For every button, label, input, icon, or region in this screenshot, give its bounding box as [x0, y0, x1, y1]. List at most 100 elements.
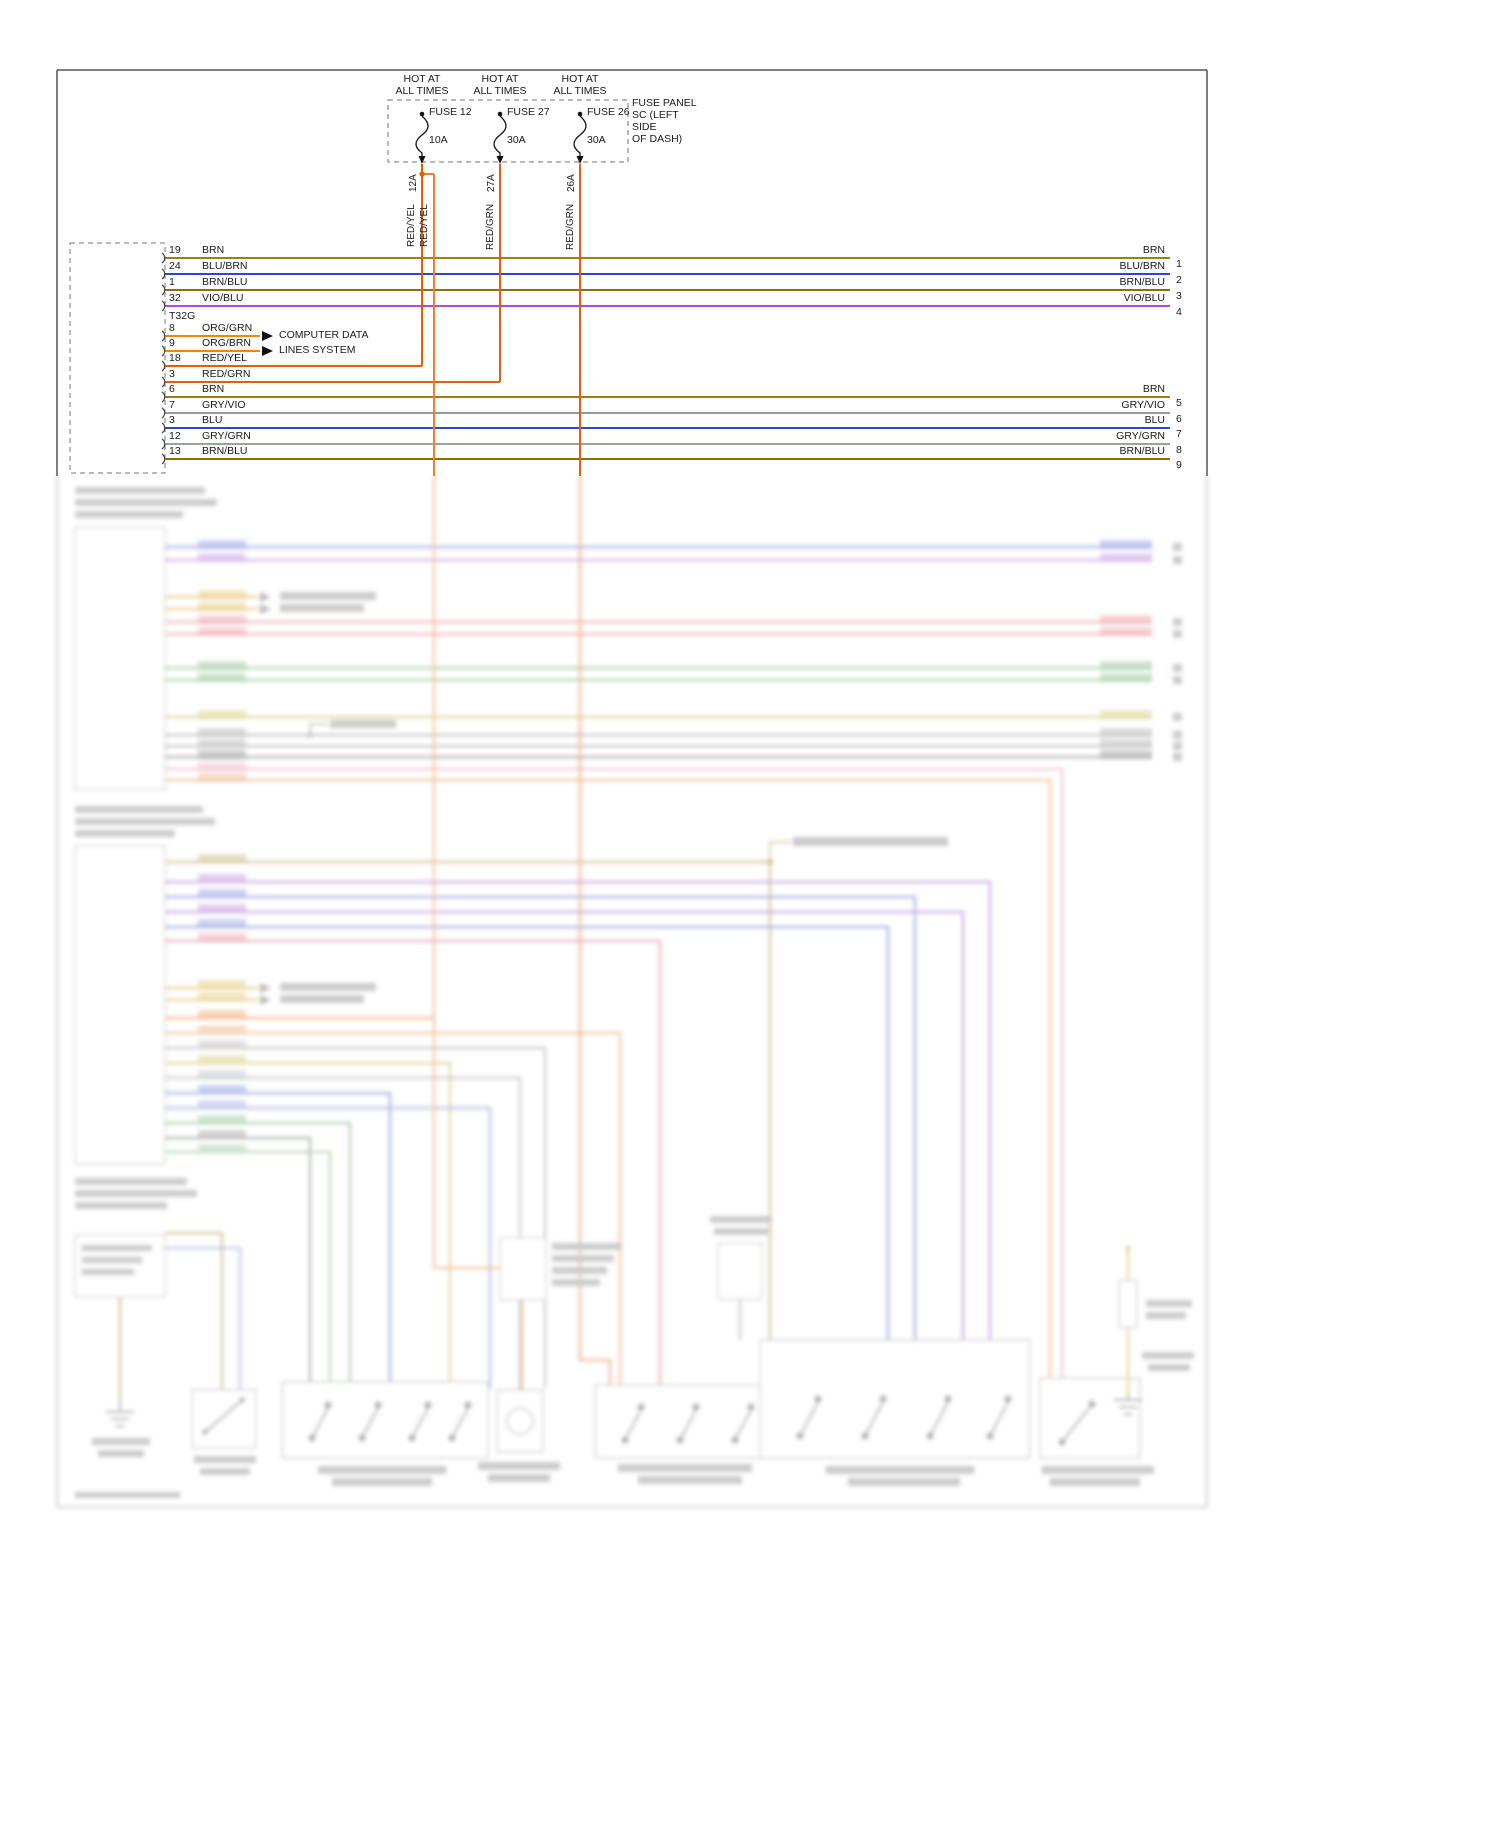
- blurred-ground-symbol: [1114, 1395, 1142, 1415]
- blurred-lower-section: [0, 475, 1500, 1520]
- fuse-rating: 30A: [587, 134, 606, 146]
- blurred-component-box: [594, 1384, 791, 1459]
- wire-color-label-right: BRN: [1142, 244, 1165, 256]
- circuit-number: 4: [1176, 306, 1182, 318]
- wire-color-label-right: GRY/VIO: [1121, 399, 1165, 411]
- fuse-panel-box: [387, 99, 629, 163]
- wire-color-label: RED/GRN: [565, 203, 576, 250]
- circuit-number: 7: [1176, 428, 1182, 440]
- circuit-number: 3: [1176, 290, 1182, 302]
- blurred-component-box: [496, 1389, 544, 1453]
- pin-number: 9: [169, 337, 175, 349]
- hot-at-label: HOT AT: [481, 73, 519, 85]
- wire-junction-dot: [419, 171, 425, 177]
- blurred-inline-component: [717, 1242, 763, 1300]
- data-bus-note: LINES SYSTEM: [279, 344, 356, 356]
- wire-color-label-right: BLU/BRN: [1119, 260, 1165, 272]
- wire-color-label: BRN: [202, 383, 225, 395]
- wire-color-label: VIO/BLU: [202, 292, 244, 304]
- blurred-caption: [75, 806, 215, 837]
- wire-color-label-right: BRN/BLU: [1119, 276, 1165, 288]
- pin-number: 3: [169, 368, 175, 380]
- fuse-panel-caption: OF DASH): [632, 133, 683, 145]
- fuse-panel-caption: FUSE PANEL: [632, 97, 697, 109]
- wire-color-label: ORG/BRN: [202, 337, 252, 349]
- circuit-number: 2: [1176, 274, 1182, 286]
- circuit-id-label: 27A: [486, 174, 497, 192]
- wire-color-label: GRY/GRN: [202, 430, 251, 442]
- diagram-frame: [56, 69, 1208, 476]
- fuse-name: FUSE 26: [587, 106, 630, 118]
- wire-color-label-right: GRY/GRN: [1116, 430, 1165, 442]
- circuit-number: 1: [1176, 258, 1182, 270]
- data-bus-note: COMPUTER DATA: [279, 329, 369, 341]
- wire-color-label-right: VIO/BLU: [1123, 292, 1165, 304]
- circuit-number: 9: [1176, 459, 1182, 471]
- blurred-connector-box: [74, 526, 166, 791]
- data-bus-arrow: [262, 331, 273, 341]
- wire-color-label: GRY/VIO: [202, 399, 246, 411]
- wire-color-label-right: BRN/BLU: [1119, 445, 1165, 457]
- wire-color-label: RED/GRN: [202, 368, 251, 380]
- pin-number: 3: [169, 414, 175, 426]
- wire-color-label: RED/YEL: [406, 204, 417, 247]
- blurred-component-box: [281, 1381, 489, 1459]
- wire-rows: [165, 257, 1170, 460]
- wire-color-label: RED/YEL: [419, 204, 430, 247]
- blurred-resistor: [1118, 1279, 1138, 1329]
- fuse-panel-caption: SIDE: [632, 121, 657, 133]
- fuse-rating: 10A: [429, 134, 448, 146]
- data-bus-arrow: [262, 346, 273, 356]
- pin-number: 19: [169, 244, 181, 256]
- connector-designation: T32G: [169, 310, 196, 322]
- wire-color-label: BLU: [202, 414, 223, 426]
- circuit-number: 5: [1176, 397, 1182, 409]
- wire-color-label-right: BLU: [1144, 414, 1165, 426]
- blurred-connector-box: [74, 845, 166, 1165]
- blurred-wire-rows-b: [165, 861, 991, 1390]
- wire-color-label: BRN: [202, 244, 225, 256]
- fuse-panel-caption: SC (LEFT: [632, 109, 679, 121]
- fuse-name: FUSE 27: [507, 106, 550, 118]
- hot-at-label: ALL TIMES: [553, 85, 607, 97]
- wire-color-label: RED/YEL: [202, 352, 247, 364]
- pin-number: 8: [169, 322, 175, 334]
- blurred-wire-rows-a: [165, 546, 1152, 1378]
- blurred-component-box: [1039, 1377, 1141, 1459]
- hot-at-label: HOT AT: [561, 73, 599, 85]
- blurred-ground-symbol: [106, 1395, 134, 1427]
- blurred-caption: [75, 487, 217, 518]
- blurred-inline-component: [499, 1237, 547, 1301]
- hot-at-label: ALL TIMES: [473, 85, 527, 97]
- pin-number: 12: [169, 430, 181, 442]
- wire-color-label: BRN/BLU: [202, 445, 248, 457]
- fuse-name: FUSE 12: [429, 106, 472, 118]
- fuse-feed-wires: [421, 164, 581, 476]
- pin-number: 6: [169, 383, 175, 395]
- circuit-id-label: 12A: [408, 174, 419, 192]
- wire-color-label: ORG/GRN: [202, 322, 253, 334]
- connector-box: [69, 242, 166, 474]
- blurred-connector-box: [74, 1234, 166, 1298]
- pin-number: 18: [169, 352, 181, 364]
- pin-number: 32: [169, 292, 181, 304]
- blurred-fuse-feed-continuation: [433, 475, 611, 1390]
- hot-at-label: ALL TIMES: [395, 85, 449, 97]
- blurred-footnote: [75, 1492, 180, 1498]
- hot-at-label: HOT AT: [403, 73, 441, 85]
- blurred-component-box: [759, 1339, 1031, 1459]
- circuit-id-label: 26A: [566, 174, 577, 192]
- connector-pin-symbols: [161, 252, 166, 465]
- wire-color-label: BRN/BLU: [202, 276, 248, 288]
- wire-color-label: RED/GRN: [485, 203, 496, 250]
- pin-number: 1: [169, 276, 175, 288]
- circuit-number: 6: [1176, 413, 1182, 425]
- top-wiring-svg: [56, 69, 1208, 476]
- circuit-number: 8: [1176, 444, 1182, 456]
- fuse-symbols: [415, 111, 587, 164]
- pin-number: 13: [169, 445, 181, 457]
- wire-color-label-right: BRN: [1142, 383, 1165, 395]
- blurred-component-box: [191, 1389, 257, 1449]
- pin-number: 7: [169, 399, 175, 411]
- pin-number: 24: [169, 260, 181, 272]
